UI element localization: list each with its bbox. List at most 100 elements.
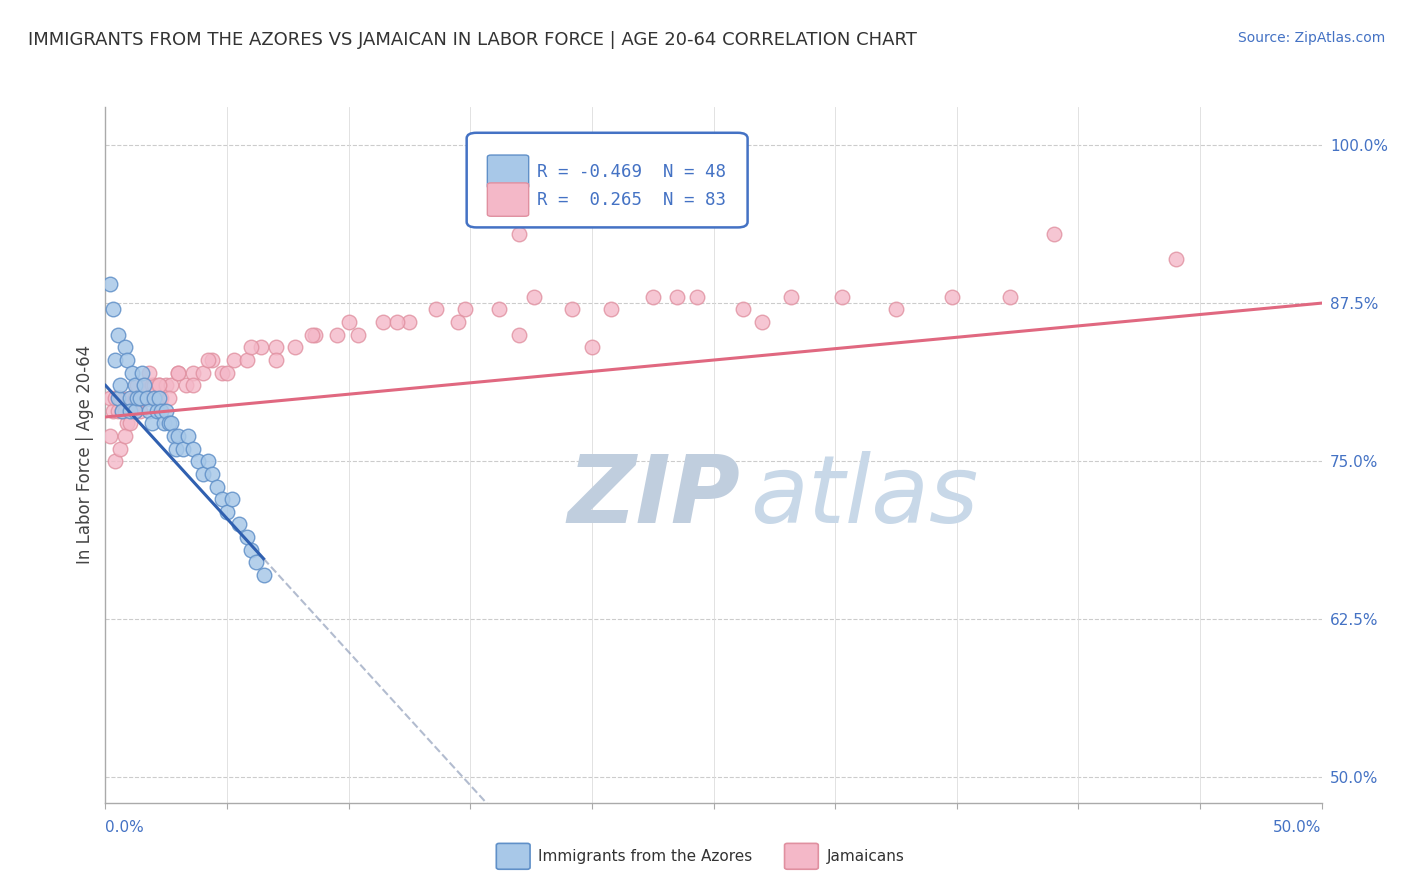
- Point: [134, 378, 156, 392]
- Point: [600, 302, 623, 317]
- FancyBboxPatch shape: [496, 844, 530, 869]
- Point: [447, 315, 470, 329]
- Point: [181, 366, 204, 380]
- Point: [143, 378, 166, 392]
- Point: [118, 391, 141, 405]
- Point: [107, 391, 129, 405]
- Point: [131, 391, 153, 405]
- Point: [221, 492, 243, 507]
- Point: [187, 454, 209, 468]
- Text: Jamaicans: Jamaicans: [827, 849, 904, 863]
- Point: [125, 378, 148, 392]
- Point: [98, 277, 121, 292]
- Point: [138, 403, 160, 417]
- Point: [148, 391, 170, 405]
- Point: [131, 366, 153, 380]
- Point: [191, 366, 214, 380]
- Point: [125, 391, 148, 405]
- Point: [121, 403, 143, 417]
- Point: [165, 442, 187, 456]
- Point: [153, 417, 176, 431]
- Point: [245, 556, 267, 570]
- Point: [145, 403, 167, 417]
- Point: [398, 315, 420, 329]
- Point: [304, 327, 326, 342]
- Point: [141, 378, 163, 392]
- Point: [250, 340, 273, 354]
- Point: [111, 403, 134, 417]
- Point: [240, 340, 263, 354]
- Point: [508, 327, 530, 342]
- Point: [181, 378, 204, 392]
- Point: [1164, 252, 1187, 266]
- Point: [111, 403, 134, 417]
- FancyBboxPatch shape: [785, 844, 818, 869]
- Text: atlas: atlas: [749, 451, 979, 542]
- Point: [157, 417, 180, 431]
- Point: [264, 340, 287, 354]
- Point: [128, 403, 150, 417]
- Point: [172, 442, 194, 456]
- FancyBboxPatch shape: [467, 133, 748, 227]
- Point: [104, 454, 127, 468]
- Point: [118, 403, 141, 417]
- Point: [160, 378, 183, 392]
- Point: [581, 340, 603, 354]
- Point: [98, 391, 121, 405]
- Point: [454, 302, 477, 317]
- Point: [191, 467, 214, 481]
- FancyBboxPatch shape: [488, 155, 529, 188]
- Point: [685, 290, 707, 304]
- Point: [124, 378, 146, 392]
- Text: Source: ZipAtlas.com: Source: ZipAtlas.com: [1237, 31, 1385, 45]
- Point: [114, 340, 136, 354]
- Point: [301, 327, 323, 342]
- Point: [160, 417, 183, 431]
- Point: [141, 417, 163, 431]
- Point: [108, 442, 131, 456]
- Point: [197, 353, 219, 368]
- Point: [150, 391, 173, 405]
- Point: [1043, 227, 1066, 241]
- Point: [134, 378, 156, 392]
- Text: 0.0%: 0.0%: [105, 821, 145, 835]
- Point: [104, 353, 127, 368]
- Point: [118, 417, 141, 431]
- Point: [325, 327, 347, 342]
- Point: [228, 517, 250, 532]
- Point: [235, 353, 257, 368]
- Point: [150, 403, 173, 417]
- Point: [641, 290, 664, 304]
- Point: [240, 542, 263, 557]
- Point: [108, 378, 131, 392]
- Point: [131, 391, 153, 405]
- Point: [387, 315, 409, 329]
- Point: [337, 315, 360, 329]
- FancyBboxPatch shape: [488, 183, 529, 216]
- Point: [107, 403, 129, 417]
- Point: [197, 454, 219, 468]
- Point: [371, 315, 394, 329]
- Point: [135, 391, 157, 405]
- Point: [167, 429, 190, 443]
- Point: [207, 479, 229, 493]
- Point: [108, 391, 131, 405]
- Point: [124, 391, 146, 405]
- Y-axis label: In Labor Force | Age 20-64: In Labor Force | Age 20-64: [76, 345, 94, 565]
- Point: [425, 302, 447, 317]
- Point: [121, 366, 143, 380]
- Point: [211, 366, 233, 380]
- Point: [101, 403, 124, 417]
- Point: [941, 290, 963, 304]
- Point: [117, 353, 139, 368]
- Point: [138, 366, 160, 380]
- Text: Immigrants from the Azores: Immigrants from the Azores: [538, 849, 752, 863]
- Point: [702, 201, 725, 215]
- Point: [157, 391, 180, 405]
- Text: IMMIGRANTS FROM THE AZORES VS JAMAICAN IN LABOR FORCE | AGE 20-64 CORRELATION CH: IMMIGRANTS FROM THE AZORES VS JAMAICAN I…: [28, 31, 917, 49]
- Point: [155, 378, 177, 392]
- Point: [884, 302, 907, 317]
- Point: [162, 429, 184, 443]
- Point: [217, 366, 239, 380]
- Point: [666, 290, 689, 304]
